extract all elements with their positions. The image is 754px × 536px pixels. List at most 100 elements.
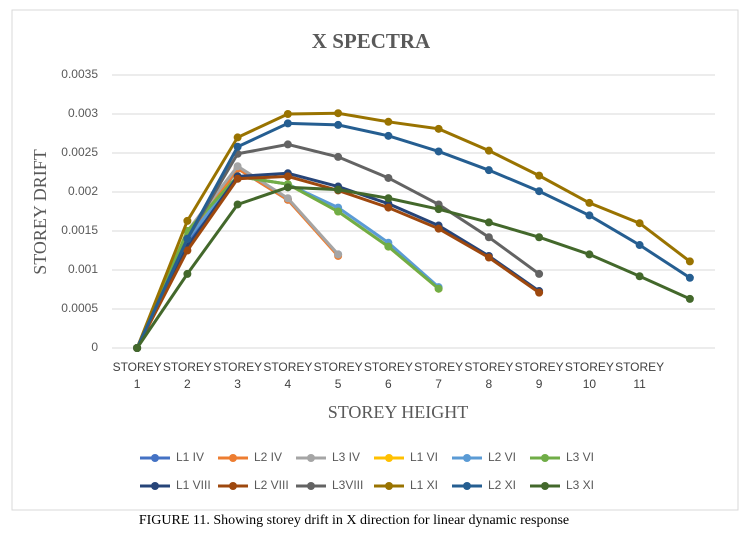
x-tick-label: STOREY 9	[514, 360, 564, 391]
point	[635, 219, 644, 228]
point	[484, 233, 493, 242]
chart-title: X SPECTRA	[312, 29, 431, 53]
legend-label: L2 VI	[488, 450, 516, 464]
point	[133, 344, 142, 352]
point	[685, 257, 694, 266]
legend-label: L1 VI	[410, 450, 438, 464]
point	[484, 253, 493, 262]
point	[535, 269, 544, 278]
point	[283, 183, 292, 192]
chart-frame	[11, 9, 739, 511]
x-axis-label: STOREY HEIGHT	[328, 402, 469, 422]
point	[283, 110, 292, 118]
series-line	[135, 111, 691, 349]
point	[384, 117, 393, 126]
point	[334, 120, 343, 129]
point	[635, 241, 644, 250]
y-axis-label: STOREY DRIFT	[30, 149, 50, 275]
x-tick-label: STOREY 2	[162, 360, 212, 391]
legend-label: L2 VIII	[254, 478, 289, 492]
point	[535, 288, 544, 297]
point	[233, 133, 242, 142]
point	[535, 233, 544, 242]
legend-label: L3VIII	[332, 478, 363, 492]
x-tick-label: STOREY 1	[112, 360, 162, 391]
legend-marker	[307, 454, 315, 462]
legend-marker	[541, 482, 549, 490]
point	[585, 198, 594, 207]
x-tick-label: STOREY 3	[213, 360, 263, 391]
point	[384, 131, 393, 140]
legend-marker	[307, 482, 315, 490]
legend-label: L2 XI	[488, 478, 516, 492]
y-tick-label: 0.0015	[61, 223, 98, 237]
legend-marker	[463, 482, 471, 490]
point	[484, 218, 493, 227]
x-tick-label: STOREY 5	[313, 360, 363, 391]
point	[434, 205, 443, 214]
point	[283, 140, 292, 149]
x-tick-label: STOREY 11	[615, 360, 665, 391]
series-line	[135, 185, 691, 349]
y-tick-label: 0.0005	[61, 301, 98, 315]
legend-marker	[151, 454, 159, 462]
legend-label: L3 XI	[566, 478, 594, 492]
series-line	[135, 121, 691, 349]
y-tick-label: 0	[91, 340, 98, 354]
x-tick-label: STOREY 6	[363, 360, 413, 391]
legend-marker	[229, 482, 237, 490]
x-tick-label: STOREY 8	[464, 360, 514, 391]
point	[183, 269, 192, 278]
point	[233, 174, 242, 183]
legend-marker	[541, 454, 549, 462]
y-tick-label: 0.0035	[61, 67, 98, 81]
legend-label: L1 XI	[410, 478, 438, 492]
point	[434, 124, 443, 133]
point	[384, 203, 393, 212]
y-tick-label: 0.0025	[61, 145, 98, 159]
point	[484, 146, 493, 155]
legend-label: L1 IV	[176, 450, 204, 464]
point	[535, 171, 544, 180]
legend-marker	[463, 454, 471, 462]
point	[283, 172, 292, 181]
y-tick-label: 0.001	[68, 262, 98, 276]
legend-marker	[385, 482, 393, 490]
point	[434, 147, 443, 156]
point	[685, 273, 694, 282]
point	[283, 194, 292, 203]
point	[685, 294, 694, 303]
point	[334, 207, 343, 216]
point	[283, 119, 292, 128]
x-tick-label: STOREY 4	[263, 360, 313, 391]
point	[233, 200, 242, 209]
y-tick-label: 0.002	[68, 184, 98, 198]
point	[585, 211, 594, 220]
point	[585, 250, 594, 259]
legend-label: L2 IV	[254, 450, 282, 464]
caption: FIGURE 11. Showing storey drift in X dir…	[139, 513, 569, 528]
legend-marker	[229, 454, 237, 462]
y-tick-label: 0.003	[68, 106, 98, 120]
point	[635, 272, 644, 281]
point	[535, 187, 544, 196]
point	[183, 216, 192, 225]
point	[384, 194, 393, 203]
point	[233, 142, 242, 151]
point	[384, 173, 393, 182]
x-tick-label: STOREY 7	[414, 360, 464, 391]
point	[183, 234, 192, 243]
point	[434, 284, 443, 293]
x-tick-label: STOREY 10	[564, 360, 614, 391]
legend-marker	[151, 482, 159, 490]
point	[484, 166, 493, 175]
point	[233, 162, 242, 171]
point	[183, 246, 192, 255]
legend-label: L1 VIII	[176, 478, 211, 492]
point	[334, 185, 343, 194]
point	[334, 109, 343, 118]
legend-label: L3 IV	[332, 450, 360, 464]
point	[334, 152, 343, 161]
